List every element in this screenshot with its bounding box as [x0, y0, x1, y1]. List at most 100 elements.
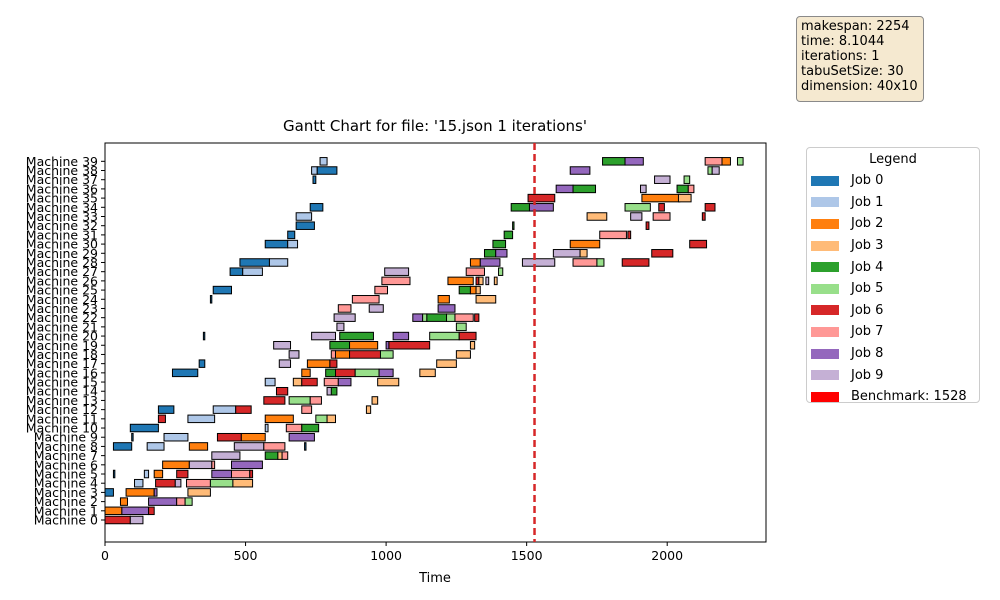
- task-bar: [736, 157, 744, 166]
- task-bar: [419, 368, 436, 378]
- task-bar: [469, 285, 477, 295]
- task-bar: [104, 506, 123, 516]
- task-bar: [211, 460, 216, 470]
- task-bars: [104, 157, 744, 525]
- task-bar: [292, 377, 303, 387]
- x-tick-label: 0: [101, 548, 109, 563]
- y-tick-label: Machine 2: [34, 494, 98, 509]
- x-axis-ticks: 0 500 1000 1500 2000: [101, 542, 683, 563]
- legend-swatch: [811, 305, 839, 316]
- task-bar: [131, 432, 134, 442]
- task-bar: [112, 442, 133, 451]
- task-bar: [335, 368, 356, 378]
- y-tick-label: Machine 19: [26, 338, 98, 353]
- task-bar: [555, 184, 574, 194]
- task-bar: [287, 239, 299, 249]
- y-tick-label: Machine 25: [26, 283, 98, 298]
- task-bar: [368, 304, 384, 313]
- task-bar: [146, 442, 165, 451]
- task-bar: [429, 331, 460, 341]
- task-bar: [552, 249, 581, 258]
- legend-swatch: [811, 197, 839, 208]
- task-bar: [306, 359, 331, 368]
- task-bar: [469, 258, 481, 267]
- task-bar: [474, 313, 480, 322]
- task-bar: [392, 331, 410, 341]
- y-tick-label: Machine 34: [26, 200, 98, 215]
- task-bar: [162, 460, 190, 470]
- chart-title: Gantt Chart for file: '15.json 1 iterati…: [283, 117, 587, 135]
- task-bar: [176, 497, 186, 506]
- y-tick-label: Machine 16: [26, 365, 98, 380]
- task-bar: [264, 451, 279, 460]
- task-bar: [112, 469, 116, 479]
- legend-label: Job 2: [851, 216, 884, 232]
- task-bar: [171, 368, 199, 378]
- task-bar: [229, 267, 244, 276]
- task-bar: [478, 276, 484, 286]
- task-bar: [278, 359, 292, 368]
- task-bar: [273, 341, 292, 350]
- y-tick-label: Machine 37: [26, 172, 98, 187]
- task-bar: [493, 276, 498, 286]
- y-tick-label: Machine 6: [34, 457, 98, 472]
- task-bar: [492, 239, 507, 249]
- y-tick-label: Machine 5: [34, 467, 98, 482]
- task-bar: [510, 203, 530, 212]
- task-bar: [249, 469, 254, 479]
- task-bar: [104, 488, 114, 497]
- y-tick-label: Machine 7: [34, 448, 98, 463]
- y-tick-label: Machine 0: [34, 513, 98, 528]
- legend-swatch: [811, 391, 839, 402]
- legend-label: Job 5: [851, 281, 884, 297]
- legend-item: Job 8: [807, 343, 979, 365]
- task-bar: [447, 276, 474, 286]
- task-bar: [230, 469, 251, 479]
- legend-item: Job 1: [807, 192, 979, 214]
- task-bar: [388, 341, 431, 350]
- legend: Legend Job 0 Job 1 Job 2 Job 3 Job 4 Job 5 Job…: [806, 147, 980, 404]
- y-tick-label: Machine 18: [26, 347, 98, 362]
- task-bar: [521, 258, 556, 267]
- task-bar: [652, 212, 671, 221]
- legend-label: Job 3: [851, 238, 884, 254]
- task-bar: [651, 249, 674, 258]
- task-bar: [264, 414, 294, 424]
- y-tick-label: Machine 30: [26, 237, 98, 252]
- task-bar: [683, 175, 691, 184]
- y-tick-label: Machine 8: [34, 439, 98, 454]
- y-tick-label: Machine 38: [26, 163, 98, 178]
- task-bar: [312, 175, 317, 184]
- x-tick-label: 1500: [511, 548, 543, 563]
- task-bar: [148, 497, 178, 506]
- y-tick-label: Machine 39: [26, 154, 98, 169]
- task-bar: [304, 442, 307, 451]
- task-bar: [436, 359, 457, 368]
- makespan-text: makespan: 2254: [801, 19, 910, 34]
- task-bar: [454, 313, 474, 322]
- task-bar: [330, 386, 338, 396]
- task-bar: [281, 451, 289, 460]
- task-bar: [288, 350, 300, 359]
- task-bar: [198, 359, 206, 368]
- legend-title: Legend: [869, 152, 917, 167]
- task-bar: [209, 295, 213, 304]
- task-bar: [264, 377, 276, 387]
- task-bar: [475, 295, 497, 304]
- task-bar: [465, 267, 485, 276]
- task-bar: [586, 212, 608, 221]
- task-bar: [202, 331, 206, 341]
- task-bar: [333, 313, 356, 322]
- x-tick-label: 2000: [651, 548, 683, 563]
- task-bar: [233, 442, 265, 451]
- legend-swatch: [811, 262, 839, 273]
- task-bar: [316, 166, 338, 175]
- task-bar: [654, 175, 671, 184]
- task-bar: [624, 157, 644, 166]
- task-bar: [572, 258, 598, 267]
- task-bar: [569, 166, 591, 175]
- task-bar: [129, 515, 144, 525]
- task-bar: [630, 212, 643, 221]
- task-bar: [596, 258, 605, 267]
